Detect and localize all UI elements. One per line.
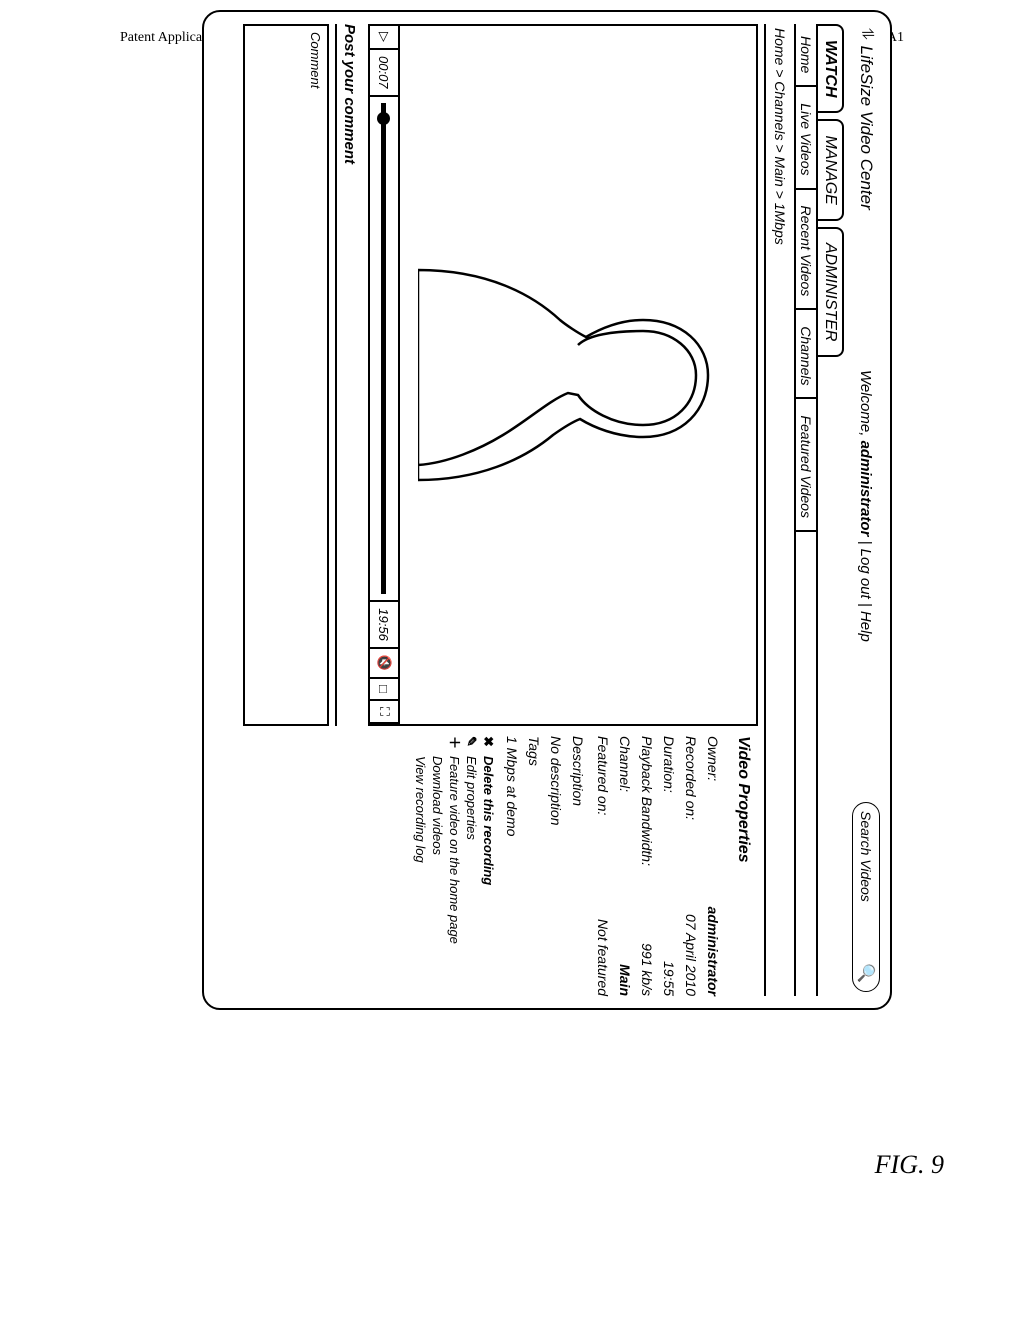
person-outline-icon <box>418 225 738 525</box>
tags-value: 1 Mbps at demo <box>504 736 526 996</box>
welcome-user: administrator <box>858 441 875 537</box>
current-time: 00:07 <box>370 50 398 97</box>
delete-icon: ✖ <box>479 736 496 750</box>
action-delete-label: Delete this recording <box>479 756 496 885</box>
subtab-featured[interactable]: Featured Videos <box>796 403 816 531</box>
comment-placeholder: Comment <box>308 32 323 88</box>
action-delete[interactable]: ✖ Delete this recording <box>479 736 496 996</box>
search-icon[interactable]: 🔍 <box>856 963 876 983</box>
action-download[interactable]: Download videos <box>428 736 445 996</box>
action-feature-label: Feature video on the home page <box>445 756 462 944</box>
prop-owner: Owner: administrator <box>702 736 724 996</box>
edit-icon: ✎ <box>462 736 479 750</box>
welcome-links[interactable]: | Log out | Help <box>858 536 875 641</box>
video-player[interactable] <box>398 24 758 726</box>
duration-label: Duration: <box>661 736 677 793</box>
action-download-label: Download videos <box>428 756 445 855</box>
app-title: LifeSize Video Center <box>856 46 876 210</box>
subtab-channels[interactable]: Channels <box>796 314 816 399</box>
subtab-recent[interactable]: Recent Videos <box>796 194 816 311</box>
stop-button[interactable]: □ <box>370 679 398 701</box>
tags-label: Tags <box>526 736 548 996</box>
figure-label: FIG. 9 <box>875 1150 944 1180</box>
scrubber-track <box>382 103 387 595</box>
welcome-text: Welcome, administrator | Log out | Help <box>858 220 875 792</box>
recorded-value: 07 April 2010 <box>683 914 699 996</box>
video-column: ▷ 00:07 19:56 🔇 □ ⛶ Post your comment Co… <box>224 24 758 726</box>
action-edit[interactable]: ✎ Edit properties <box>462 736 479 996</box>
search-input[interactable]: Search Videos 🔍 <box>852 802 880 992</box>
featured-value: Not featured <box>595 919 611 996</box>
subtab-live[interactable]: Live Videos <box>796 91 816 189</box>
description-value: No description <box>548 736 570 996</box>
action-edit-label: Edit properties <box>462 756 479 840</box>
tab-manage[interactable]: MANAGE <box>818 119 844 220</box>
fullscreen-button[interactable]: ⛶ <box>370 701 398 724</box>
recorded-label: Recorded on: <box>683 736 699 820</box>
secondary-tabs: Home Live Videos Recent Videos Channels … <box>794 24 816 996</box>
figure-rotated-wrap: ⥮ LifeSize Video Center Welcome, adminis… <box>132 10 892 1010</box>
bandwidth-label: Playback Bandwidth: <box>639 736 655 866</box>
owner-label: Owner: <box>705 736 721 781</box>
search-placeholder: Search Videos <box>858 811 874 902</box>
welcome-prefix: Welcome, <box>858 370 875 441</box>
breadcrumb[interactable]: Home > Channels > Main > 1Mbps <box>764 24 794 996</box>
action-viewlog-label: View recording log <box>412 756 429 863</box>
actions-list: ✖ Delete this recording ✎ Edit propertie… <box>412 736 504 996</box>
content-row: ▷ 00:07 19:56 🔇 □ ⛶ Post your comment Co… <box>224 24 764 996</box>
properties-title: Video Properties <box>724 736 758 996</box>
tab-watch[interactable]: WATCH <box>818 24 844 113</box>
bandwidth-value: 991 kb/s <box>639 943 655 996</box>
channel-label: Channel: <box>617 736 633 792</box>
duration-value: 19:55 <box>661 961 677 996</box>
volume-button[interactable]: 🔇 <box>370 649 398 679</box>
prop-duration: Duration: 19:55 <box>658 736 680 996</box>
primary-tabs: WATCH MANAGE ADMINISTER <box>816 24 844 996</box>
comment-input[interactable]: Comment <box>243 24 329 726</box>
app-logo: ⥮ LifeSize Video Center <box>856 28 876 210</box>
scrubber[interactable] <box>370 97 398 603</box>
plus-icon: ＋ <box>445 736 462 750</box>
prop-bandwidth: Playback Bandwidth: 991 kb/s <box>636 736 658 996</box>
featured-label: Featured on: <box>595 736 611 815</box>
comment-header: Post your comment <box>335 24 368 726</box>
action-feature[interactable]: ＋ Feature video on the home page <box>445 736 462 996</box>
player-controls: ▷ 00:07 19:56 🔇 □ ⛶ <box>368 24 398 726</box>
action-viewlog[interactable]: View recording log <box>412 736 429 996</box>
app-window: ⥮ LifeSize Video Center Welcome, adminis… <box>202 10 892 1010</box>
scrubber-playhead[interactable] <box>378 112 391 125</box>
owner-value: administrator <box>705 907 721 996</box>
logo-icon: ⥮ <box>857 28 875 40</box>
total-time: 19:56 <box>370 602 398 649</box>
prop-channel: Channel: Main <box>614 736 636 996</box>
properties-panel: Video Properties Owner: administrator Re… <box>224 736 758 996</box>
titlebar: ⥮ LifeSize Video Center Welcome, adminis… <box>846 24 882 996</box>
description-label: Description <box>570 736 592 996</box>
prop-featured: Featured on: Not featured <box>592 736 614 996</box>
channel-value: Main <box>617 964 633 996</box>
play-button[interactable]: ▷ <box>370 26 398 50</box>
tab-administer[interactable]: ADMINISTER <box>818 227 844 358</box>
subtab-home[interactable]: Home <box>796 24 816 87</box>
prop-recorded: Recorded on: 07 April 2010 <box>680 736 702 996</box>
